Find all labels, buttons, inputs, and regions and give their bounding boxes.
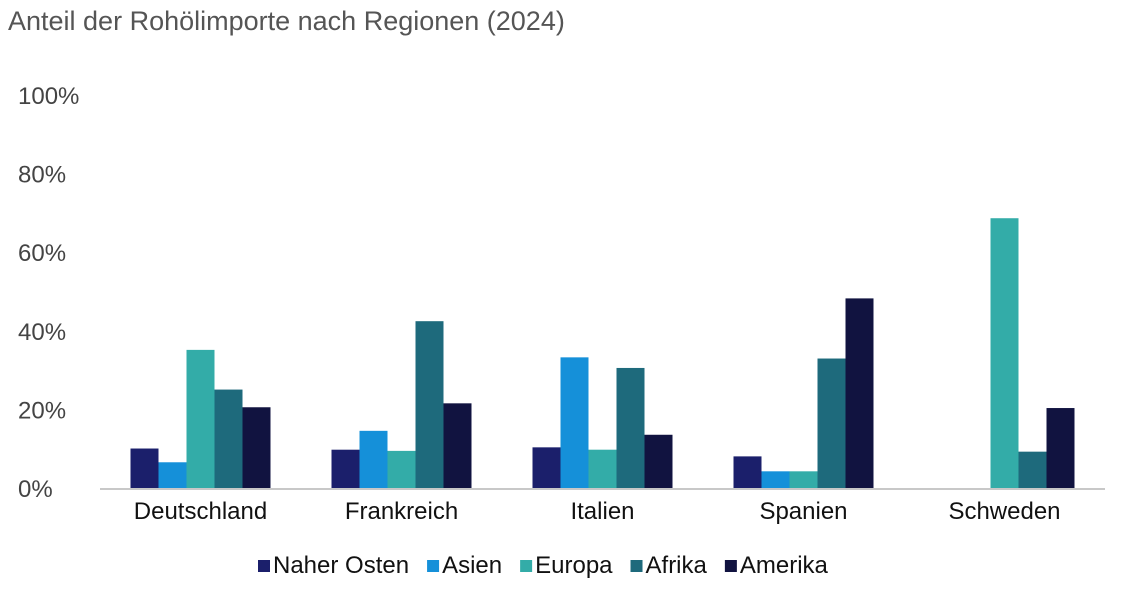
legend-swatch [258,560,270,572]
legend-item: Naher Osten [258,552,409,579]
y-tick-label: 0% [18,476,53,503]
bar-spanien-europa [789,471,818,489]
category-labels: Deutschland Frankreich Italien Spanien Schwe… [134,498,1061,525]
legend-item: Europa [520,552,613,579]
category-label: Frankreich [345,498,458,525]
legend-label: Afrika [646,552,708,579]
bars [130,218,1075,489]
bar-frankreich-amerika [443,403,472,489]
bar-schweden-afrika [1018,451,1047,489]
chart-title: Anteil der Rohölimporte nach Regionen (2… [8,6,565,36]
category-label: Deutschland [134,498,267,525]
category-label: Schweden [948,498,1060,525]
y-tick-label: 100% [18,83,79,110]
legend-swatch [724,560,737,572]
legend-label: Europa [535,552,613,579]
legend-label: Asien [442,552,502,579]
legend-label: Amerika [740,552,829,579]
bar-italien-naher-osten [532,447,561,489]
category-label: Spanien [759,498,847,525]
legend-swatch [427,560,440,572]
bar-deutschland-europa [186,349,215,489]
bar-spanien-asien [761,471,790,489]
bar-deutschland-afrika [214,389,243,489]
bar-deutschland-naher-osten [130,448,159,489]
y-tick-label: 80% [18,162,66,189]
bar-frankreich-europa [387,450,416,489]
legend-item: Asien [427,552,502,579]
legend-label: Naher Osten [273,552,409,579]
bar-spanien-afrika [817,358,846,489]
legend-item: Afrika [630,552,708,579]
bar-italien-amerika [644,434,673,489]
bar-frankreich-afrika [415,321,444,489]
y-tick-label: 60% [18,240,66,267]
bar-italien-afrika [616,367,645,489]
legend-item: Amerika [724,552,829,579]
bar-schweden-europa [990,218,1019,489]
bar-deutschland-asien [158,462,187,489]
bar-spanien-amerika [845,298,874,489]
y-tick-label: 20% [18,397,66,424]
bar-frankreich-naher-osten [331,449,360,489]
legend-swatch [630,560,643,572]
bar-spanien-naher-osten [733,456,762,489]
y-tick-label: 40% [18,319,66,346]
bar-frankreich-asien [359,430,388,489]
category-label: Italien [570,498,634,525]
y-axis-ticks: 0% 20% 40% 60% 80% 100% [18,83,79,503]
bar-italien-asien [560,357,589,489]
bar-deutschland-amerika [242,407,271,489]
legend-swatch [520,560,533,572]
legend: Naher Osten Asien Europa Afrika Amerika [258,552,829,579]
bar-schweden-amerika [1046,408,1075,489]
bar-italien-europa [588,449,617,489]
